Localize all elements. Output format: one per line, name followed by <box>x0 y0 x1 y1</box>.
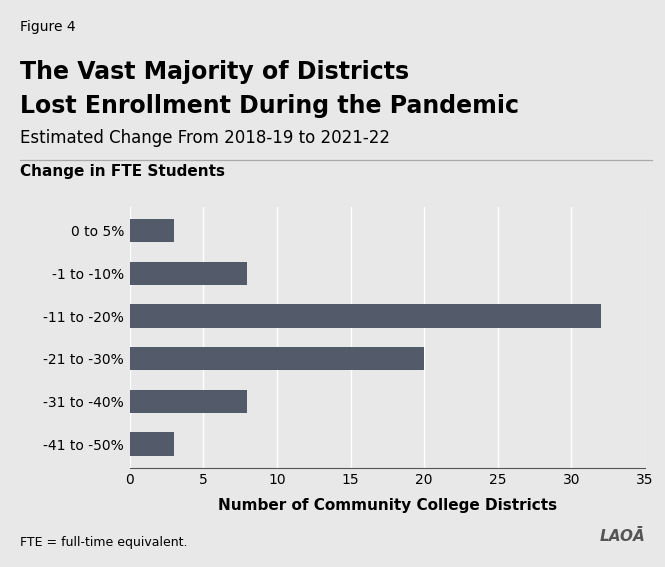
Text: Figure 4: Figure 4 <box>20 20 76 34</box>
Bar <box>130 433 174 456</box>
Text: Change in FTE Students: Change in FTE Students <box>20 164 225 179</box>
X-axis label: Number of Community College Districts: Number of Community College Districts <box>218 498 557 513</box>
Text: LAOĀ: LAOĀ <box>599 530 645 544</box>
Text: Lost Enrollment During the Pandemic: Lost Enrollment During the Pandemic <box>20 94 519 117</box>
Bar <box>130 304 601 328</box>
Text: The Vast Majority of Districts: The Vast Majority of Districts <box>20 60 409 83</box>
Bar <box>130 219 174 242</box>
Text: FTE = full-time equivalent.: FTE = full-time equivalent. <box>20 536 188 549</box>
Text: Estimated Change From 2018-19 to 2021-22: Estimated Change From 2018-19 to 2021-22 <box>20 129 390 147</box>
Bar <box>130 261 247 285</box>
Bar <box>130 390 247 413</box>
Bar <box>130 347 424 370</box>
